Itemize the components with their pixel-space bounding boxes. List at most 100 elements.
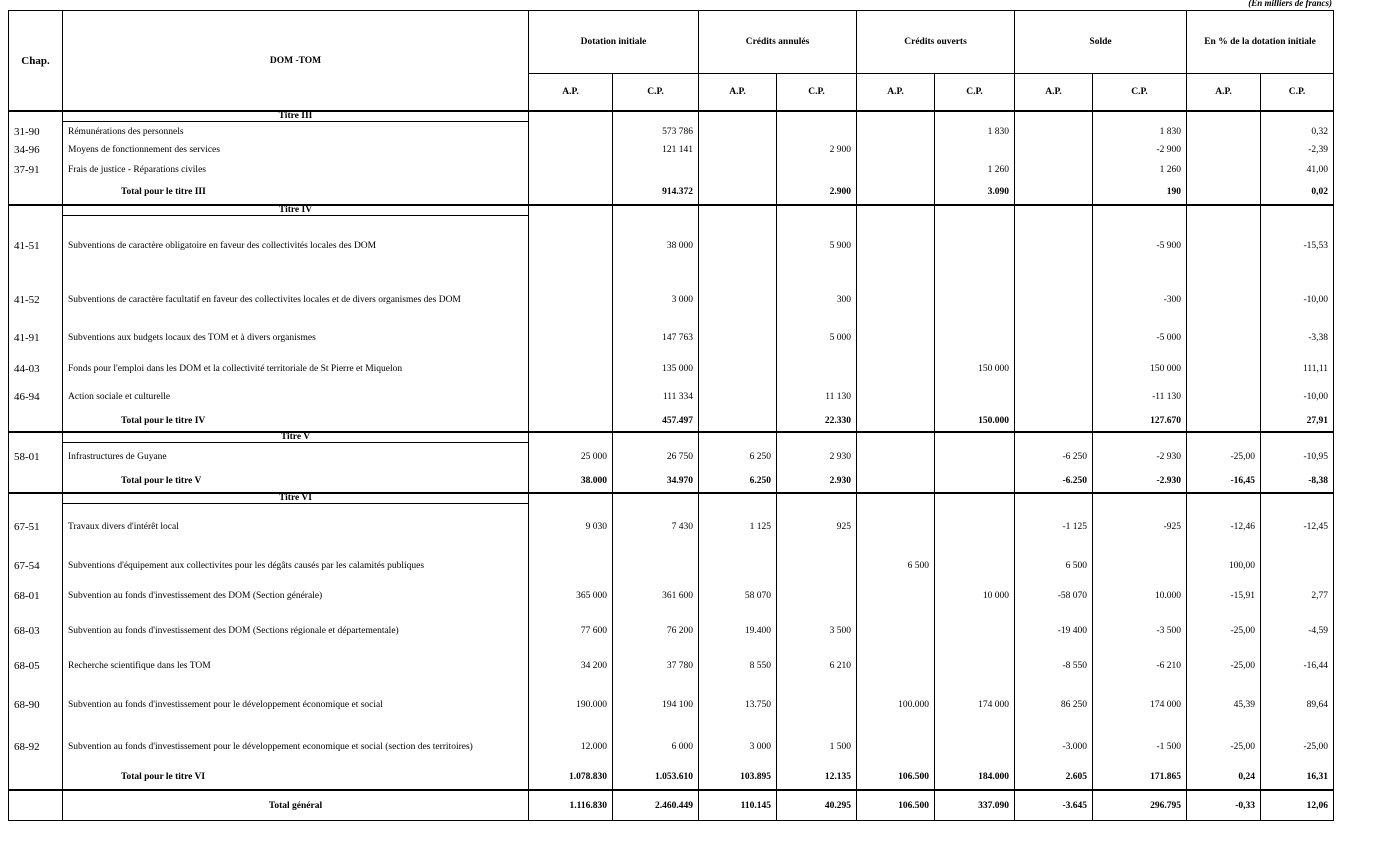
cell — [8, 765, 63, 790]
chapter: 44-03 — [8, 354, 63, 384]
cell: -11 130 — [1092, 384, 1188, 410]
cell: 6 500 — [1014, 551, 1094, 581]
cell: -925 — [1092, 503, 1188, 551]
cell — [528, 203, 613, 215]
section-title-row: Titre V — [8, 431, 1335, 443]
total-row: Total pour le titre III 914.372 2.900 3.090… — [8, 180, 1335, 205]
cell: 337.090 — [934, 789, 1016, 821]
cell: 11 130 — [775, 384, 858, 410]
cell: -6 210 — [1092, 651, 1188, 681]
cell: 1 830 — [934, 121, 1016, 142]
cell: -2,39 — [1260, 141, 1335, 159]
item-label: Moyens de fonctionnement des services — [62, 141, 529, 159]
item-label: Subventions d'équipement aux collectivit… — [62, 551, 529, 581]
section-title-row: Titre III — [8, 110, 1335, 122]
cell: 103.895 — [698, 765, 777, 790]
cell: -3,38 — [1260, 322, 1335, 354]
cell — [934, 110, 1016, 122]
cell — [528, 141, 613, 159]
item-row: 68-92 Subvention au fonds d'investissemen… — [8, 728, 1335, 765]
cell: 190.000 — [528, 681, 613, 728]
cell — [934, 322, 1016, 354]
cell — [775, 581, 858, 611]
cell — [528, 354, 613, 384]
cell: 9 030 — [528, 503, 613, 551]
item-label: Fonds pour l'emploi dans les DOM et la c… — [62, 354, 529, 384]
cell: 121 141 — [612, 141, 699, 159]
item-row: 31-90 Rémunérations des personnels 573 786… — [8, 121, 1335, 142]
cell: -10,00 — [1260, 277, 1335, 322]
budget-table: Chap. DOM -TOM Dotation initiale Crédits … — [8, 10, 1335, 821]
item-row: 41-51 Subventions de caractère obligatoir… — [8, 215, 1335, 277]
cell: 19.400 — [698, 611, 777, 651]
cell — [1014, 215, 1094, 277]
cell — [8, 180, 63, 205]
cell: -8,38 — [1260, 470, 1335, 493]
cell: -300 — [1092, 277, 1188, 322]
cell: 1 500 — [775, 728, 858, 765]
cell — [528, 180, 613, 205]
item-label: Subventions de caractère obligatoire en … — [62, 215, 529, 277]
cell: 76 200 — [612, 611, 699, 651]
cell: 2.900 — [775, 180, 858, 205]
cell — [856, 322, 936, 354]
cell — [8, 410, 63, 432]
cell: -2 900 — [1092, 141, 1188, 159]
cell: 1 830 — [1092, 121, 1188, 142]
cell — [1014, 322, 1094, 354]
cell: -2 930 — [1092, 442, 1188, 471]
chapter: 31-90 — [8, 121, 63, 142]
cell: -3 500 — [1092, 611, 1188, 651]
total-label: Total pour le titre III — [62, 180, 529, 205]
total-row: Total pour le titre V 38.000 34.970 6.250 2.… — [8, 470, 1335, 493]
cell: 150.000 — [934, 410, 1016, 432]
cell: 110.145 — [698, 789, 777, 821]
cell: -58 070 — [1014, 581, 1094, 611]
cell — [1014, 277, 1094, 322]
cell: 7 430 — [612, 503, 699, 551]
cell — [1186, 203, 1262, 215]
chapter: 68-03 — [8, 611, 63, 651]
cell: 150 000 — [934, 354, 1016, 384]
cell — [8, 431, 63, 443]
cell: 3 000 — [612, 277, 699, 322]
cell — [934, 203, 1016, 215]
cell: 111,11 — [1260, 354, 1335, 384]
cell: 300 — [775, 277, 858, 322]
cell: -16,45 — [1186, 470, 1262, 493]
cell: 925 — [775, 503, 858, 551]
cell — [1014, 141, 1094, 159]
cell — [8, 110, 63, 122]
cell: 12.135 — [775, 765, 858, 790]
cell — [856, 158, 936, 181]
cell: -1 125 — [1014, 503, 1094, 551]
cell: 2.930 — [775, 470, 858, 493]
cell — [1092, 110, 1188, 122]
cell: 27,91 — [1260, 410, 1335, 432]
total-label: Total pour le titre V — [62, 470, 529, 493]
cell — [8, 491, 63, 503]
cell — [856, 180, 936, 205]
cell — [775, 431, 858, 443]
cell — [856, 354, 936, 384]
cell: -8 550 — [1014, 651, 1094, 681]
cell — [856, 410, 936, 432]
cell: -15,53 — [1260, 215, 1335, 277]
cell: 34.970 — [612, 470, 699, 493]
cell — [1186, 121, 1262, 142]
cell — [528, 322, 613, 354]
cell: 3 000 — [698, 728, 777, 765]
cell — [528, 410, 613, 432]
cell — [8, 470, 63, 493]
cell — [698, 410, 777, 432]
item-label: Subvention au fonds d'investissement pou… — [62, 681, 529, 728]
cell — [528, 110, 613, 122]
cell: 12.000 — [528, 728, 613, 765]
cell: 12,06 — [1260, 789, 1335, 821]
cell — [1186, 180, 1262, 205]
cell: 10.000 — [1092, 581, 1188, 611]
group-header: En % de la dotation initiale — [1186, 10, 1335, 74]
cell: 3 500 — [775, 611, 858, 651]
cell — [698, 431, 777, 443]
cell — [934, 442, 1016, 471]
